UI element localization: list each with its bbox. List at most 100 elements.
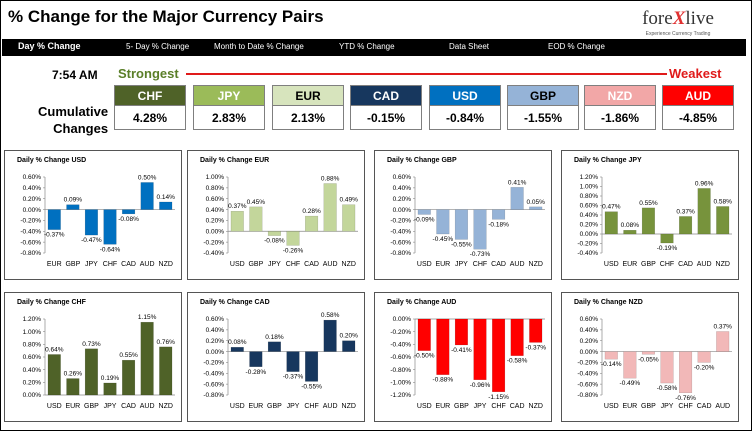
forexlive-logo: foreXlive Experience Currency Trading [622,8,734,37]
y-tick-label: 1.00% [23,329,42,336]
bar-cad [510,318,524,356]
data-label: 0.20% [339,333,358,340]
tab-data-sheet[interactable]: Data Sheet [449,42,490,51]
y-tick-label: -0.60% [577,381,598,388]
timestamp: 7:54 AM [52,68,98,82]
chart-svg-chf: 1.20% 1.00% 0.80% 0.60% 0.40% 0.20% 0.00% 0.64%… [23,314,176,410]
data-label: 0.88% [321,176,340,183]
bar-eur [623,229,637,235]
bar-nzd [716,206,730,235]
bar-chf [103,209,117,245]
y-tick-label: 0.40% [580,327,599,334]
bar-aud [140,321,154,396]
y-tick-label: -0.60% [20,239,41,246]
bar-jpy [84,209,98,236]
x-tick-label: AUD [140,403,155,410]
chart-panel-nzd: Daily % Change NZD 0.60% 0.40% 0.20% 0.00% -0… [561,292,739,422]
y-tick-label: -0.20% [390,218,411,225]
tile-currency-label: NZD [584,85,656,106]
bar-aud [716,331,730,352]
bar-aud [697,188,711,235]
x-tick-label: CHF [491,403,505,410]
tile-change-value: -1.86% [584,106,656,130]
bar-gbp [267,341,281,352]
tile-aud: AUD -4.85% [662,85,734,130]
data-label: 0.41% [508,179,527,186]
x-tick-label: EUR [622,403,637,410]
y-tick-label: 0.40% [206,327,225,334]
y-tick-label: 0.00% [23,207,42,214]
tab-day-change[interactable]: Day % Change [18,41,81,51]
x-tick-label: USD [47,403,62,410]
strongest-label: Strongest [118,66,179,81]
tab-5-day-change[interactable]: 5- Day % Change [126,42,190,51]
data-label: 0.37% [713,323,732,330]
bar-jpy [473,318,487,380]
bar-usd [604,211,618,235]
x-tick-label: NZD [159,261,173,268]
chart-title: Daily % Change CHF [17,299,86,306]
y-tick-label: 0.00% [580,231,599,238]
data-label: 0.45% [247,199,266,206]
bar-chf [305,351,319,382]
tile-eur: EUR 2.13% [272,85,344,130]
tile-currency-label: JPY [193,85,265,106]
weakest-label: Weakest [669,66,722,81]
tile-jpy: JPY 2.83% [193,85,265,130]
tile-currency-label: CAD [350,85,422,106]
chart-title: Daily % Change AUD [387,299,457,306]
y-tick-label: -0.80% [390,367,411,374]
bar-jpy [286,351,300,372]
bar-usd [417,209,431,215]
y-tick-label: 0.20% [206,338,225,345]
logo-wordmark: foreXlive [622,8,734,30]
bar-usd [604,351,618,360]
y-tick-label: -0.40% [390,342,411,349]
data-label: -0.58% [657,385,678,392]
tile-change-value: 2.13% [272,106,344,130]
chart-title: Daily % Change USD [17,157,87,164]
data-label: 0.73% [82,341,101,348]
tab-ytd-change[interactable]: YTD % Change [339,42,395,51]
y-tick-label: -0.80% [390,250,411,257]
x-tick-label: NZD [342,403,356,410]
x-tick-label: GBP [641,261,656,268]
y-tick-label: 0.40% [206,207,225,214]
bar-usd [417,318,431,351]
data-label: -0.19% [657,245,678,252]
data-label: 1.15% [138,314,157,321]
bar-aud [323,319,337,352]
bar-jpy [660,351,674,384]
x-tick-label: AUD [140,261,155,268]
cumulative-label-line2: Changes [53,121,109,136]
tile-usd: USD -0.84% [429,85,501,130]
bar-cad [122,209,136,215]
bar-jpy [103,382,117,396]
y-tick-label: 0.20% [580,222,599,229]
x-tick-label: EUR [248,403,263,410]
x-tick-label: GBP [641,403,656,410]
bar-cad [697,351,711,363]
x-tick-label: EUR [622,261,637,268]
y-tick-label: -0.20% [203,360,224,367]
data-label: -0.26% [283,247,304,254]
bar-aud [140,182,154,210]
y-tick-label: 0.60% [580,203,599,210]
x-tick-label: JPY [287,403,300,410]
bar-chf [679,351,693,394]
y-tick-label: -0.40% [577,370,598,377]
y-tick-label: -0.80% [577,392,598,399]
bar-chf [473,209,487,250]
x-tick-label: CAD [121,261,136,268]
data-label: 0.55% [639,200,658,207]
tab-eod-change[interactable]: EOD % Change [548,42,605,51]
tile-change-value: -0.15% [350,106,422,130]
data-label: 0.19% [101,375,120,382]
tile-change-value: -4.85% [662,106,734,130]
data-label: 0.50% [138,174,157,181]
x-tick-label: CAD [510,403,525,410]
tab-month-to-date-change[interactable]: Month to Date % Change [214,42,304,51]
x-tick-label: JPY [474,403,487,410]
y-tick-label: -0.60% [390,239,411,246]
y-tick-label: -0.40% [20,228,41,235]
